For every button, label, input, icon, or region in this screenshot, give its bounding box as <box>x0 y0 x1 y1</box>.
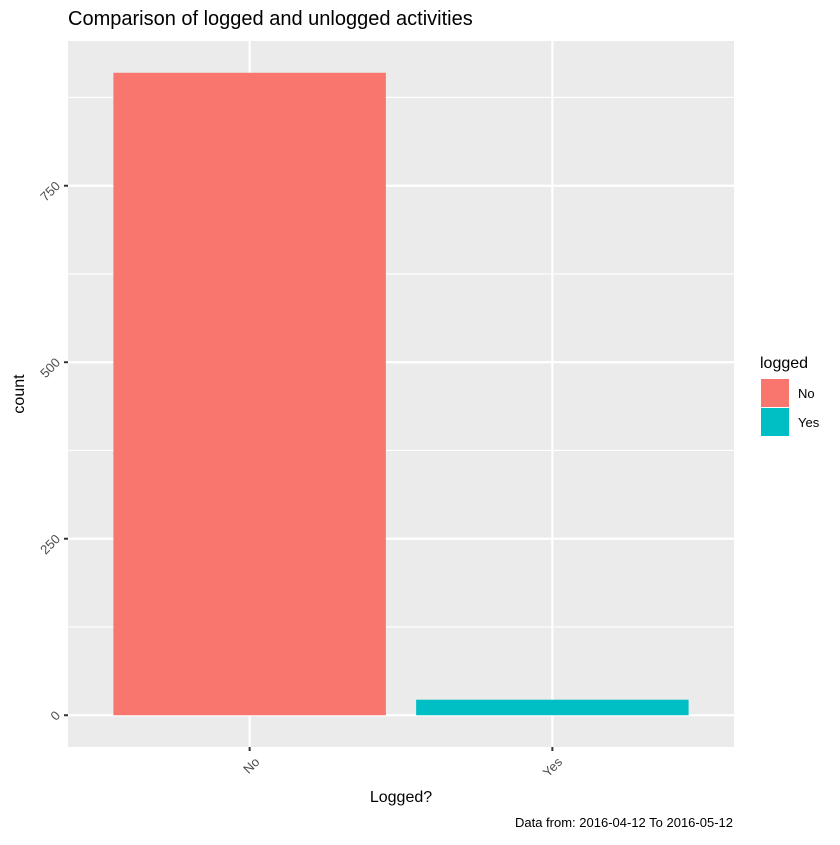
legend-label: Yes <box>798 415 820 430</box>
chart-caption: Data from: 2016-04-12 To 2016-05-12 <box>515 815 733 830</box>
bar-yes <box>416 699 689 716</box>
legend-key-no <box>761 379 789 407</box>
bars <box>113 72 689 716</box>
legend: logged No Yes <box>760 355 820 436</box>
x-axis: No Yes <box>240 747 566 780</box>
bar-no <box>113 72 386 716</box>
legend-title: logged <box>760 355 808 372</box>
y-axis-label: count <box>11 374 28 414</box>
legend-items: No Yes <box>761 379 820 436</box>
x-tick-label: No <box>240 754 262 776</box>
legend-label: No <box>798 386 815 401</box>
legend-key-yes <box>761 408 789 436</box>
y-tick-label: 250 <box>37 531 63 557</box>
y-axis: 0 250 500 750 <box>37 178 68 723</box>
x-axis-label: Logged? <box>370 789 432 806</box>
y-tick-label: 750 <box>37 178 63 204</box>
y-tick-label: 500 <box>37 355 63 381</box>
chart-title: Comparison of logged and unlogged activi… <box>68 8 473 30</box>
y-tick-label: 0 <box>47 708 63 724</box>
x-tick-label: Yes <box>540 754 566 780</box>
